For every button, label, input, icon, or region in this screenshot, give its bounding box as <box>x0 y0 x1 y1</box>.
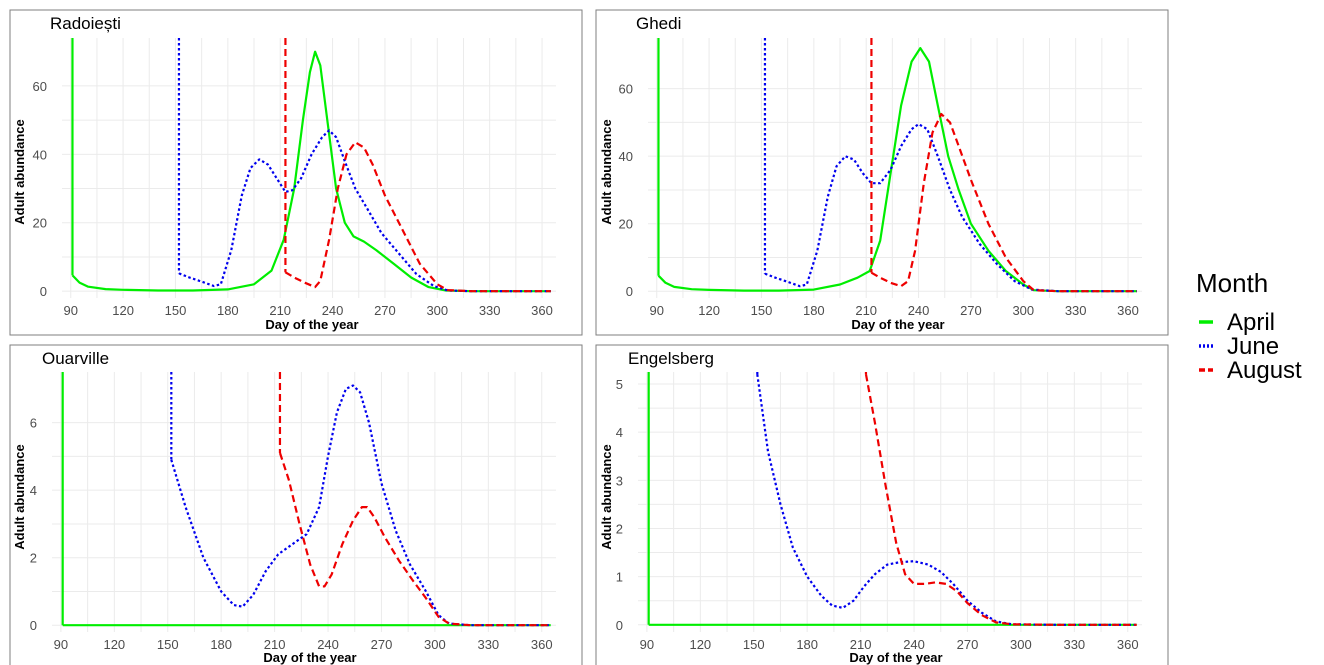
series-line-august <box>870 112 1137 293</box>
x-tick-label: 210 <box>264 637 286 652</box>
x-tick-label: 300 <box>1010 637 1032 652</box>
x-axis-title: Day of the year <box>849 650 942 665</box>
x-tick-label: 330 <box>1063 637 1085 652</box>
y-tick-label: 2 <box>616 521 623 536</box>
x-axis-title: Day of the year <box>265 317 358 332</box>
y-tick-label: 0 <box>626 284 633 299</box>
x-tick-label: 330 <box>477 637 499 652</box>
x-tick-label: 210 <box>855 303 877 318</box>
x-tick-label: 210 <box>850 637 872 652</box>
y-tick-label: 40 <box>619 149 633 164</box>
y-tick-label: 60 <box>33 79 47 94</box>
series-line-august <box>278 452 551 627</box>
x-tick-label: 90 <box>54 637 68 652</box>
y-tick-label: 60 <box>619 82 633 97</box>
x-tick-label: 270 <box>957 637 979 652</box>
y-tick-label: 40 <box>33 147 47 162</box>
series-line-april <box>71 50 551 293</box>
y-tick-label: 2 <box>30 551 37 566</box>
x-tick-label: 120 <box>103 637 125 652</box>
y-tick-label: 5 <box>616 377 623 392</box>
x-tick-label: 240 <box>322 303 344 318</box>
x-axis-title: Day of the year <box>851 317 944 332</box>
x-tick-label: 330 <box>1065 303 1087 318</box>
x-tick-label: 120 <box>698 303 720 318</box>
y-tick-label: 20 <box>619 217 633 232</box>
x-tick-label: 150 <box>165 303 187 318</box>
x-tick-label: 240 <box>903 637 925 652</box>
x-tick-label: 90 <box>649 303 663 318</box>
panel-frame <box>9 344 583 665</box>
x-tick-label: 240 <box>908 303 930 318</box>
x-tick-label: 360 <box>531 637 553 652</box>
x-axis-title: Day of the year <box>263 650 356 665</box>
panel-frame <box>9 9 583 336</box>
y-tick-label: 6 <box>30 416 37 431</box>
x-tick-label: 270 <box>374 303 396 318</box>
series-line-june <box>764 123 1137 293</box>
x-tick-label: 120 <box>689 637 711 652</box>
x-tick-label: 300 <box>426 303 448 318</box>
panel-engelsberg: 0 1 2 3 4 5 90 120 150 180 210 240 270 300 330 360 Eng… <box>595 344 1169 665</box>
panel-title: Ghedi <box>636 14 681 33</box>
x-tick-label: 180 <box>796 637 818 652</box>
x-tick-label: 150 <box>743 637 765 652</box>
legend-title: Month <box>1196 268 1268 298</box>
y-tick-label: 0 <box>40 284 47 299</box>
y-tick-label: 0 <box>616 618 623 633</box>
y-tick-label: 20 <box>33 216 47 231</box>
panel-title: Radoiești <box>50 14 121 33</box>
x-tick-label: 90 <box>63 303 77 318</box>
x-tick-label: 150 <box>751 303 773 318</box>
panel-title: Ouarville <box>42 349 109 368</box>
series-line-august <box>284 141 551 293</box>
y-tick-label: 3 <box>616 473 623 488</box>
x-tick-label: 240 <box>317 637 339 652</box>
x-tick-label: 180 <box>803 303 825 318</box>
panel-ghedi: 0 20 40 60 90 120 150 180 210 240 270 300 330 360 Gh… <box>595 9 1169 336</box>
series-line-june <box>178 129 551 293</box>
panel-frame <box>595 9 1169 336</box>
series-line-june <box>170 384 551 627</box>
x-tick-label: 360 <box>1117 637 1139 652</box>
x-tick-label: 150 <box>157 637 179 652</box>
y-tick-label: 4 <box>616 425 623 440</box>
legend-label-april: April <box>1227 309 1275 336</box>
legend: Month April June August <box>1196 268 1302 384</box>
x-tick-label: 270 <box>960 303 982 318</box>
series-line-june <box>756 374 1137 626</box>
x-tick-label: 330 <box>479 303 501 318</box>
y-tick-label: 1 <box>616 570 623 585</box>
y-tick-label: 0 <box>30 618 37 633</box>
y-axis-title: Adult abundance <box>12 444 27 549</box>
x-tick-label: 120 <box>112 303 134 318</box>
series-line-april <box>657 47 1137 293</box>
x-tick-label: 210 <box>269 303 291 318</box>
x-tick-label: 300 <box>424 637 446 652</box>
panel-radoiesti: 0 20 40 60 90 120 150 180 210 240 270 300 330 360 Ra… <box>9 9 583 336</box>
legend-label-august: August <box>1227 357 1302 384</box>
x-tick-label: 360 <box>531 303 553 318</box>
y-axis-title: Adult abundance <box>12 119 27 224</box>
x-tick-label: 180 <box>210 637 232 652</box>
x-tick-label: 360 <box>1117 303 1139 318</box>
series-line-august <box>864 374 1137 626</box>
y-tick-label: 4 <box>30 483 37 498</box>
x-tick-label: 300 <box>1012 303 1034 318</box>
legend-label-june: June <box>1227 333 1279 360</box>
panel-ouarville: 0 2 4 6 90 120 150 180 210 240 270 300 330 360 Ouarv… <box>9 344 583 665</box>
x-tick-label: 90 <box>640 637 654 652</box>
x-tick-label: 270 <box>371 637 393 652</box>
panel-frame <box>595 344 1169 665</box>
y-axis-title: Adult abundance <box>599 119 614 224</box>
panel-title: Engelsberg <box>628 349 714 368</box>
x-tick-label: 180 <box>217 303 239 318</box>
y-axis-title: Adult abundance <box>599 444 614 549</box>
